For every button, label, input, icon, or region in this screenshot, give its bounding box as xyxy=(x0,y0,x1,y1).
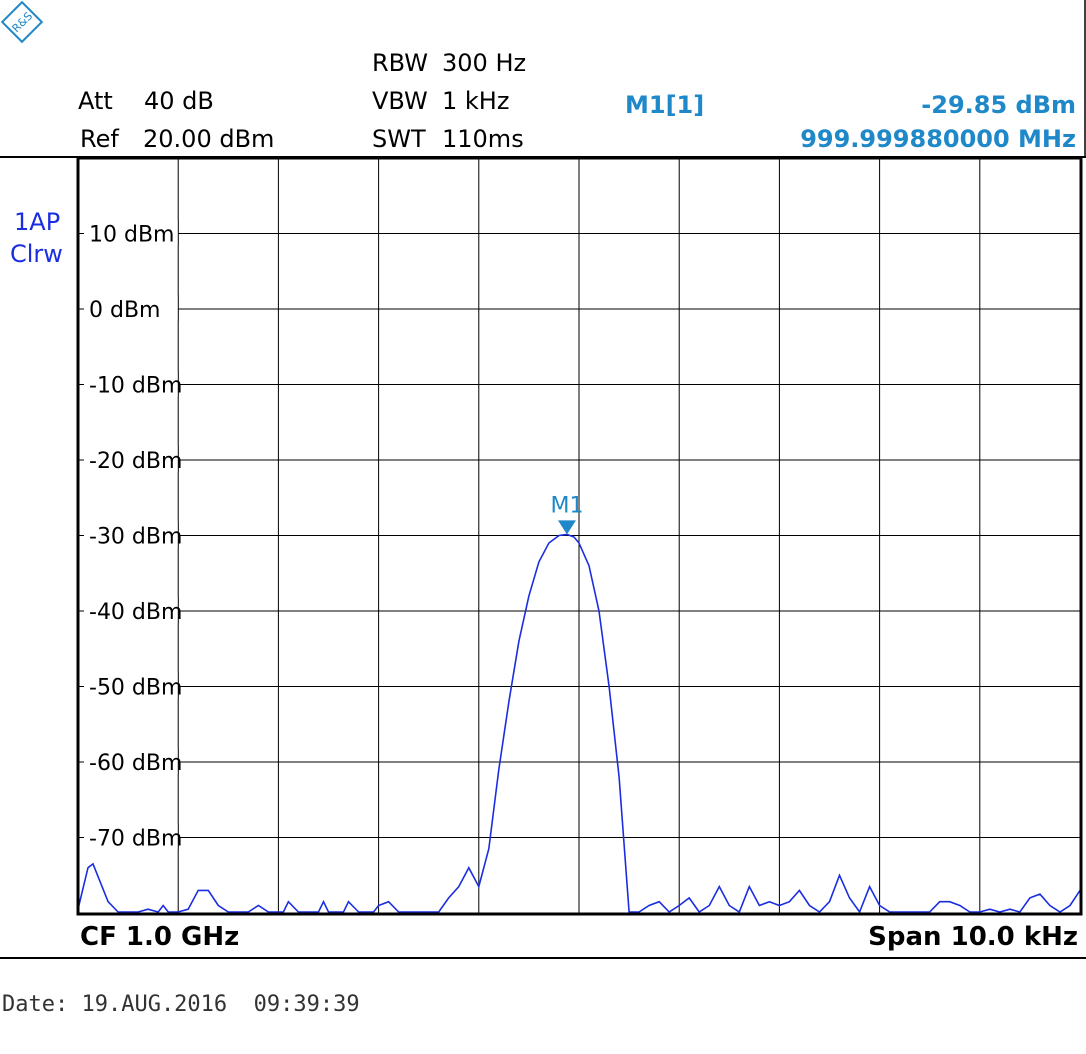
y-tick-label-bg xyxy=(84,219,184,246)
plot-frame xyxy=(76,156,1083,916)
rohde-schwarz-logo-icon: R&S xyxy=(0,0,44,44)
y-tick-label: 10 dBm xyxy=(89,223,174,248)
grid xyxy=(78,158,1080,913)
y-tick-label-bg xyxy=(84,295,184,321)
att-value: 40 dB xyxy=(144,87,214,115)
trace-mode-line2: Clrw xyxy=(10,240,63,268)
y-tick-label: -40 dBm xyxy=(89,600,182,625)
y-tick-label-bg xyxy=(84,823,184,850)
vbw-label: VBW xyxy=(372,87,428,115)
rbw-label: RBW xyxy=(372,49,429,77)
y-tick-label-bg xyxy=(84,597,184,623)
swt-value: 110ms xyxy=(442,125,524,153)
marker-frequency: 999.999880000 MHz xyxy=(800,125,1076,153)
rbw-value: 300 Hz xyxy=(442,49,527,77)
att-label: Att xyxy=(78,87,113,115)
marker-label: M1 xyxy=(550,493,583,518)
spectrum-trace xyxy=(77,533,1081,914)
y-tick-label: -60 dBm xyxy=(89,751,182,776)
capture-date: Date: 19.AUG.2016 09:39:39 xyxy=(2,992,360,1017)
y-tick-label: -50 dBm xyxy=(89,676,182,701)
y-tick-label: -70 dBm xyxy=(89,827,182,852)
ref-value: 20.00 dBm xyxy=(143,125,275,153)
marker-triangle xyxy=(557,520,576,535)
marker-level: -29.85 dBm xyxy=(921,91,1076,119)
ref-label: Ref xyxy=(80,125,119,153)
trace-mode-line1: 1AP xyxy=(14,208,61,236)
y-tick-label-bg xyxy=(84,672,184,699)
y-tick-label-bg xyxy=(84,446,184,472)
swt-label: SWT xyxy=(372,125,426,153)
y-tick-label: 0 dBm xyxy=(89,298,160,323)
y-tick-label-bg xyxy=(84,370,184,397)
y-tick-label: -20 dBm xyxy=(89,449,182,474)
center-frequency: CF 1.0 GHz xyxy=(80,922,240,952)
marker-id: M1[1] xyxy=(625,91,705,119)
y-tick-label: -30 dBm xyxy=(89,525,182,550)
vbw-value: 1 kHz xyxy=(442,87,510,115)
y-tick-label-bg xyxy=(84,521,184,548)
marker-m1: M1 xyxy=(550,493,583,535)
y-tick-labels: 10 dBm 0 dBm -10 dBm -20 dBm -30 dBm -40 dBm -… xyxy=(84,219,190,852)
y-tick-label: -10 dBm xyxy=(89,374,182,399)
span: Span 10.0 kHz xyxy=(868,922,1078,952)
y-tick-label-bg xyxy=(84,748,184,774)
